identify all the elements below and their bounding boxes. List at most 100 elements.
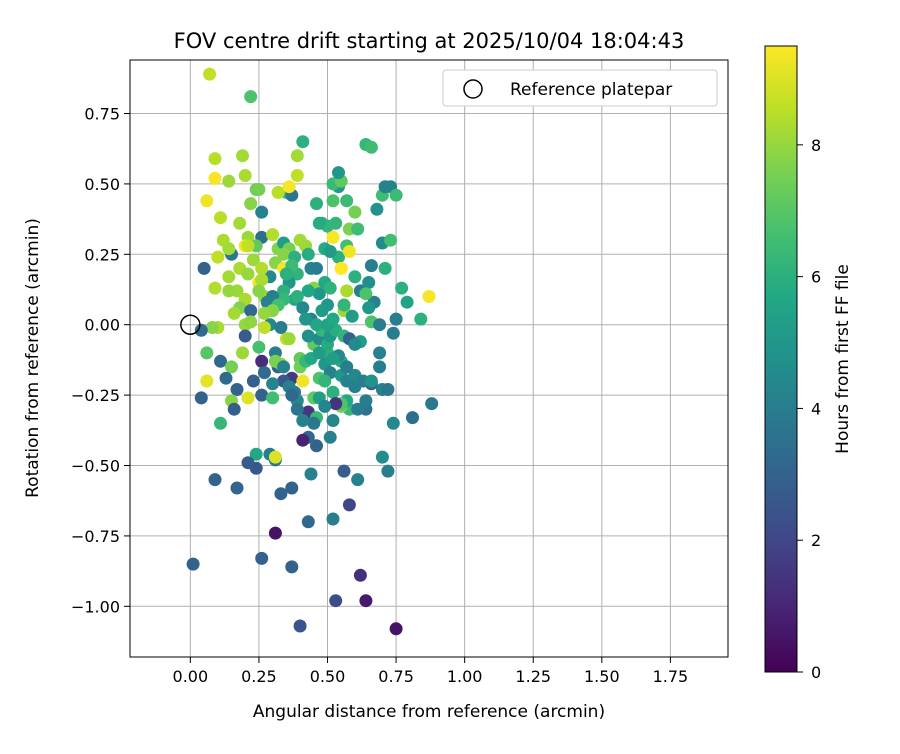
y-tick-label: 0.00 <box>84 316 120 335</box>
data-point <box>236 346 249 360</box>
data-point <box>389 622 403 636</box>
data-point <box>340 284 354 298</box>
data-point <box>200 346 214 360</box>
data-point <box>326 352 340 365</box>
data-point <box>238 169 252 182</box>
data-point <box>290 169 304 182</box>
data-point <box>348 205 362 219</box>
data-point <box>381 464 395 478</box>
reference-platepar-marker <box>180 314 201 335</box>
data-point <box>241 239 255 253</box>
data-point <box>364 259 378 273</box>
data-point <box>230 481 244 495</box>
data-point <box>301 284 315 298</box>
data-point <box>340 194 354 208</box>
data-point <box>351 222 365 236</box>
data-point <box>406 411 419 425</box>
data-point <box>375 450 389 464</box>
data-point <box>312 346 326 360</box>
data-point <box>241 267 255 281</box>
data-point <box>266 228 280 242</box>
data-point <box>214 354 227 368</box>
x-tick-label: 0.50 <box>310 667 346 686</box>
data-point <box>233 216 247 230</box>
reference-marker-layer <box>180 314 201 335</box>
data-point <box>246 374 260 388</box>
data-point <box>230 383 244 396</box>
data-point <box>307 416 321 430</box>
data-point <box>257 306 271 320</box>
data-point <box>257 366 271 380</box>
data-point <box>326 312 340 326</box>
data-point <box>348 337 362 351</box>
data-point <box>194 391 208 405</box>
data-point <box>348 270 362 284</box>
data-point <box>359 594 373 608</box>
data-point <box>252 284 266 298</box>
data-point <box>362 276 376 289</box>
data-point <box>351 473 365 487</box>
data-point <box>340 360 354 374</box>
data-point <box>227 402 241 416</box>
data-point <box>222 242 236 256</box>
x-tick-label: 0.25 <box>241 667 277 686</box>
data-point <box>326 414 340 427</box>
data-point <box>255 205 269 219</box>
data-point <box>326 512 340 526</box>
data-point <box>227 306 241 320</box>
data-point <box>296 301 310 315</box>
data-point <box>222 174 236 188</box>
data-point <box>342 498 356 512</box>
data-point <box>359 287 373 301</box>
data-point <box>200 194 214 208</box>
data-point <box>194 323 208 337</box>
colorbar: 0 2 4 6 8 Hours from first FF file <box>764 45 853 682</box>
data-point <box>200 374 214 388</box>
data-point <box>310 318 323 332</box>
data-point <box>208 281 222 295</box>
data-point <box>296 135 310 149</box>
data-point <box>386 326 400 340</box>
x-tick-label: 0.75 <box>378 667 414 686</box>
data-point <box>244 304 258 318</box>
data-point <box>290 402 304 416</box>
data-point <box>301 515 315 529</box>
data-point <box>290 290 304 303</box>
data-points <box>186 67 439 636</box>
data-point <box>255 551 269 565</box>
data-point <box>249 447 263 461</box>
data-point <box>285 388 299 402</box>
data-point <box>315 304 329 318</box>
x-tick-label: 1.50 <box>584 667 620 686</box>
data-point <box>400 295 414 309</box>
data-point <box>255 273 269 287</box>
data-point <box>208 473 222 487</box>
data-point <box>310 261 323 275</box>
data-point <box>323 245 337 258</box>
data-point <box>282 332 296 346</box>
data-point <box>296 374 310 388</box>
data-point <box>381 383 395 396</box>
data-point <box>312 216 326 230</box>
data-point <box>332 166 345 180</box>
data-point <box>329 594 343 608</box>
data-point <box>318 399 332 413</box>
data-point <box>323 281 337 295</box>
data-point <box>293 619 307 633</box>
data-point <box>323 430 337 444</box>
data-point <box>282 180 296 194</box>
data-point <box>241 391 255 405</box>
data-point <box>255 354 269 368</box>
data-point <box>222 284 236 298</box>
data-point <box>255 261 269 275</box>
data-point <box>342 245 356 258</box>
colorbar-tick-label: 6 <box>811 268 821 287</box>
data-point <box>205 321 219 334</box>
data-point <box>370 202 384 216</box>
data-point <box>353 568 367 582</box>
data-point <box>373 318 387 332</box>
data-point <box>384 233 398 247</box>
colorbar-tick-label: 0 <box>811 663 821 682</box>
data-point <box>296 433 310 447</box>
